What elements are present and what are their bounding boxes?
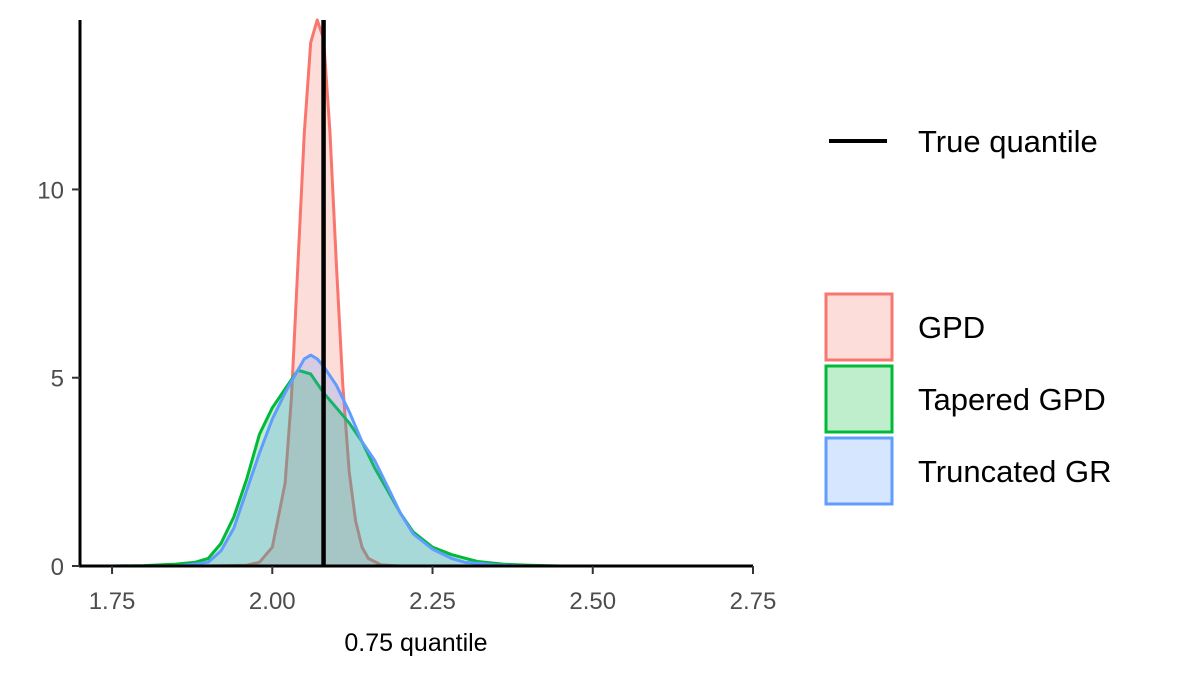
density-area-truncated-gr <box>176 355 529 566</box>
y-tick-label: 0 <box>51 554 64 581</box>
legend-label-true-quantile: True quantile <box>918 124 1098 159</box>
x-axis-title: 0.75 quantile <box>344 629 487 657</box>
legend-key-bg-truncated-gr <box>826 438 892 504</box>
axes: 1.75 2.00 2.25 2.50 2.75 0 5 10 <box>37 20 776 615</box>
density-areas <box>111 18 561 568</box>
legend-key-bg-gpd <box>826 294 892 360</box>
legend-key-bg-tapered-gpd <box>826 366 892 432</box>
legend: True quantile GPD Tapered GPD Truncated GR <box>824 124 1112 506</box>
legend-key-gpd <box>824 292 894 362</box>
legend-key-truncated-gr <box>824 436 894 506</box>
x-tick-label: 2.00 <box>249 588 296 615</box>
x-tick-label: 1.75 <box>89 588 136 615</box>
x-tick-label: 2.25 <box>409 588 456 615</box>
y-tick-label: 5 <box>51 366 64 393</box>
legend-label-tapered-gpd: Tapered GPD <box>918 382 1106 417</box>
density-line-gpd <box>208 18 401 568</box>
legend-label-gpd: GPD <box>918 310 985 345</box>
density-line-truncated-gr <box>175 353 529 568</box>
x-tick-label: 2.75 <box>730 588 777 615</box>
density-area-gpd <box>208 20 401 566</box>
legend-label-truncated-gr: Truncated GR <box>918 454 1112 489</box>
legend-key-tapered-gpd <box>824 364 894 434</box>
x-tick-label: 2.50 <box>569 588 616 615</box>
density-area-tapered-gpd <box>112 370 561 566</box>
y-tick-label: 10 <box>37 177 64 204</box>
